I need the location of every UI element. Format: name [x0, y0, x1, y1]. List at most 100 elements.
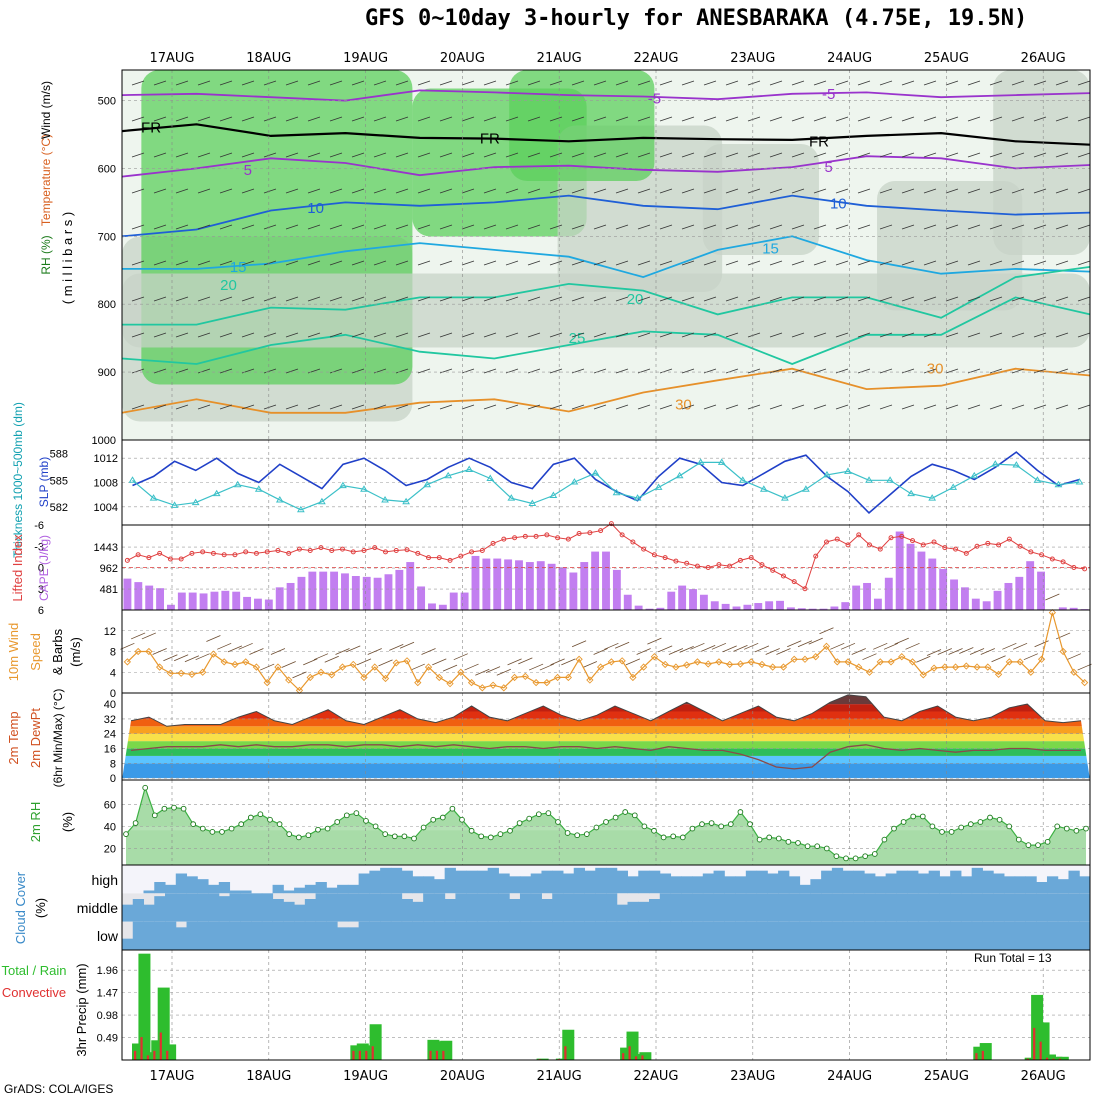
lifted-index-marker	[845, 542, 851, 548]
rh2m-marker	[670, 833, 677, 840]
wind-barb	[549, 260, 563, 266]
wind-barb	[681, 224, 695, 230]
wind-barb	[241, 296, 255, 302]
wind-speed-marker	[747, 658, 755, 666]
temp-band	[122, 711, 1090, 719]
lifted-index-marker	[834, 536, 840, 542]
cape-bar	[917, 551, 926, 610]
lifted-index-marker	[759, 562, 765, 568]
wind-barb	[417, 188, 431, 194]
cloud-cell-low	[530, 921, 542, 950]
cloud-cell-high	[208, 884, 220, 894]
rh2m-marker	[996, 816, 1003, 823]
cloud-cell-low	[552, 921, 564, 950]
isotherm-FR	[121, 123, 1091, 146]
precip-convective-bar	[166, 1050, 169, 1060]
cloud-cell-high	[509, 876, 521, 894]
lifted-index-marker	[1071, 565, 1077, 570]
cloud-cell-high	[143, 890, 155, 894]
wind-barb	[307, 188, 321, 194]
wind-barb	[417, 332, 431, 338]
cloud-row-label: high	[92, 872, 118, 888]
wind-barb-10m	[378, 659, 393, 667]
cloud-cell-low	[347, 927, 360, 950]
wind-speed-marker	[1016, 658, 1024, 666]
rh2m-marker	[420, 824, 427, 831]
contour-label: FR	[141, 120, 161, 137]
lifted-index-marker	[124, 557, 130, 563]
wind-barb	[329, 80, 343, 86]
thickness-marker	[865, 476, 873, 483]
wind-barb	[681, 80, 695, 86]
wind-barb	[747, 188, 761, 194]
wind-barb	[351, 404, 365, 410]
cloud-cell-middle	[347, 893, 360, 922]
cape-bar	[351, 576, 360, 610]
wind-barb-10m	[744, 642, 759, 650]
cloud-cell-low	[928, 921, 940, 950]
cloud-cell-low	[229, 921, 241, 950]
wind-barb	[681, 368, 695, 374]
date-tick-bottom: 26AUG	[1021, 1069, 1066, 1084]
wind-barb	[461, 224, 475, 230]
wind-speed-marker	[758, 660, 766, 669]
wind-barb	[725, 296, 739, 302]
y-label-2m-rh-unit: (%)	[60, 812, 75, 832]
wind-barb	[681, 296, 695, 302]
cloud-cell-low	[1014, 921, 1026, 950]
cloud-cell-low	[874, 921, 887, 950]
wind-speed-marker	[1037, 655, 1046, 663]
wind-barb	[879, 404, 893, 410]
wind-barb	[373, 260, 387, 266]
cloud-cell-high	[896, 870, 908, 894]
wind-speed-marker	[1059, 647, 1067, 656]
wind-barb-10m	[604, 642, 619, 650]
cape-bar	[482, 558, 491, 610]
wind-barb	[263, 404, 277, 410]
cloud-cell-high	[745, 870, 758, 894]
wind-barb	[703, 152, 717, 158]
cloud-cell-high	[390, 867, 403, 894]
cape-tick: 481	[100, 584, 118, 596]
cape-bar	[960, 587, 969, 610]
precip-convective-bar	[564, 1046, 567, 1060]
wind-speed-marker	[640, 663, 648, 671]
cloud-cell-middle	[1014, 893, 1026, 922]
wind-barb	[681, 152, 695, 158]
cloud-cell-low	[1046, 921, 1059, 950]
cloud-cell-low	[659, 921, 672, 950]
wind-barb	[879, 332, 893, 338]
rh-shading	[122, 273, 1090, 348]
cloud-cell-high	[433, 879, 446, 894]
lifted-index-marker	[296, 546, 302, 552]
date-tick-top: 25AUG	[924, 51, 969, 66]
wind-barb	[1011, 152, 1025, 158]
wind-barb	[1055, 116, 1069, 122]
wind-barb	[1033, 260, 1047, 266]
thickness-marker	[296, 505, 305, 513]
thickness-marker	[654, 483, 663, 490]
cape-bar	[254, 598, 262, 610]
wind-barb-10m	[679, 646, 694, 653]
thickness-marker	[444, 471, 453, 479]
wind-barb	[263, 80, 277, 86]
cloud-cell-middle	[670, 893, 682, 922]
wind-barb	[1011, 332, 1025, 338]
cape-bar	[612, 569, 621, 610]
cloud-cell-middle	[1003, 893, 1016, 922]
temp-band	[122, 694, 1090, 705]
wind-speed-marker	[435, 673, 443, 682]
cloud-cell-middle	[304, 899, 317, 922]
wind-barb	[1055, 224, 1069, 230]
cape-bar	[460, 592, 469, 610]
date-tick-top: 17AUG	[149, 51, 194, 66]
y-label-precip: 3hr Precip (mm)	[74, 963, 89, 1056]
temp-tick: 32	[104, 714, 116, 726]
cape-bar	[167, 604, 175, 610]
rh2m-marker	[862, 853, 869, 860]
rh2m-marker	[1025, 842, 1032, 848]
wind-speed-marker	[865, 668, 874, 676]
lifted-index-marker	[985, 540, 991, 546]
li-tick: -3	[34, 541, 44, 553]
wind-barb	[813, 368, 827, 374]
